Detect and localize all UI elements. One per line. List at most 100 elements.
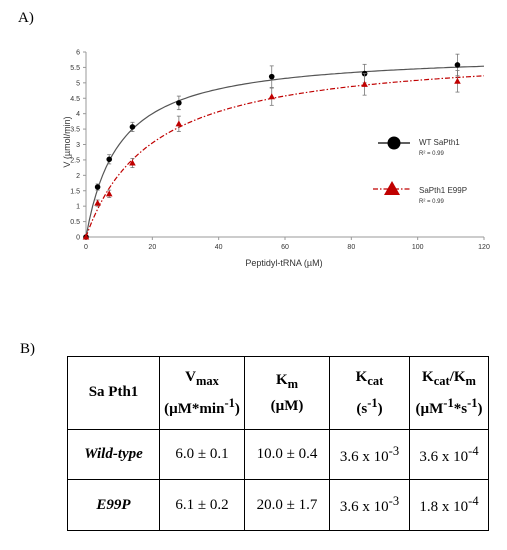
x-tick-label: 100 xyxy=(412,244,424,251)
header-vmax-unit-close: ) xyxy=(234,400,240,417)
series-wt xyxy=(83,53,485,240)
x-tick-label: 120 xyxy=(478,244,490,251)
cell-eff-exp: -4 xyxy=(468,494,479,509)
header-km-unit: (µM) xyxy=(270,397,304,414)
header-kcat-unit-sup: -1 xyxy=(367,395,378,410)
panel-a-label: A) xyxy=(18,10,34,26)
y-tick-label: 2 xyxy=(76,173,80,180)
cell-vmax: 6.0 ± 0.1 xyxy=(159,428,245,481)
table-row-wild-type: Wild-type 6.0 ± 0.1 10.0 ± 0.4 3.6 x 10-… xyxy=(67,428,489,481)
header-kcat-sub: cat xyxy=(367,373,384,388)
data-point xyxy=(454,77,461,84)
x-axis-label: Peptidyl-tRNA (µM) xyxy=(245,258,322,268)
header-eff-unit-sup2: -1 xyxy=(467,395,478,410)
data-point xyxy=(361,80,368,87)
cell-eff-base: 3.6 x 10 xyxy=(419,448,469,465)
y-axis-label: V (µmol/min) xyxy=(62,116,72,167)
header-eff-sub2: m xyxy=(465,373,476,388)
data-point xyxy=(82,233,90,240)
header-vmax: Vmax (µM*min-1) xyxy=(159,356,245,430)
data-point xyxy=(129,159,136,166)
fit-line xyxy=(85,65,485,238)
header-eff-unit: (µM xyxy=(415,400,444,417)
x-tick-label: 60 xyxy=(281,244,289,251)
row-label-wild-type: Wild-type xyxy=(67,428,160,481)
header-eff-sub: cat xyxy=(433,373,450,388)
table-row-e99p: E99P 6.1 ± 0.2 20.0 ± 1.7 3.6 x 10-3 1.8… xyxy=(67,479,489,531)
header-vmax-sub: max xyxy=(195,373,219,388)
series-e99p xyxy=(82,70,485,240)
x-ticks: 0 20 40 60 80 100 120 xyxy=(84,237,490,251)
y-tick-label: 0 xyxy=(76,235,80,242)
header-vmax-main: V xyxy=(185,368,196,385)
header-eff-unit-close: ) xyxy=(477,400,483,417)
y-tick-label: 5 xyxy=(76,80,80,87)
y-tick-label: 4 xyxy=(76,111,80,118)
header-efficiency: Kcat/Km (µM-1*s-1) xyxy=(409,356,489,430)
data-point xyxy=(129,124,136,130)
y-tick-label: 6 xyxy=(76,50,80,57)
cell-kcat: 3.6 x 10-3 xyxy=(329,428,410,481)
data-point xyxy=(175,120,183,127)
kinetics-chart: 0 0.5 1 1.5 2 2.5 3 3.5 4 4.5 5 5.5 6 0 20 40 60 80 100 12… xyxy=(62,50,490,269)
y-tick-label: 3 xyxy=(76,142,80,149)
header-kcat-main: K xyxy=(355,368,368,385)
cell-kcat: 3.6 x 10-3 xyxy=(329,479,410,531)
cell-kcat-base: 3.6 x 10 xyxy=(339,499,389,516)
y-tick-label: 1 xyxy=(76,204,80,211)
header-km: Km (µM) xyxy=(244,356,330,430)
x-tick-label: 80 xyxy=(347,244,355,251)
data-point xyxy=(94,184,101,190)
fit-line xyxy=(85,75,485,238)
y-tick-label: 4.5 xyxy=(70,96,80,103)
legend-r2-wt: R² = 0.99 xyxy=(419,151,445,157)
y-tick-label: 2.5 xyxy=(70,157,80,164)
y-ticks: 0 0.5 1 1.5 2 2.5 3 3.5 4 4.5 5 5.5 6 xyxy=(70,50,86,242)
cell-kcat-base: 3.6 x 10 xyxy=(339,448,389,465)
series-layer xyxy=(82,53,485,240)
cell-km: 10.0 ± 0.4 xyxy=(244,428,330,481)
kinetics-table: Sa Pth1 Vmax (µM*min-1) Km (µM) Kcat (s-… xyxy=(67,356,489,531)
legend-label-e99p: SaPth1 E99P xyxy=(419,186,467,195)
legend-marker-wt xyxy=(387,136,401,150)
data-point xyxy=(105,190,113,197)
y-tick-label: 3.5 xyxy=(70,127,80,134)
header-kcat-unit-close: ) xyxy=(377,400,383,417)
data-point xyxy=(268,73,275,80)
y-tick-label: 5.5 xyxy=(70,65,80,72)
data-point xyxy=(106,156,113,163)
data-point xyxy=(454,62,461,68)
legend-r2-e99p: R² = 0.99 xyxy=(419,199,445,205)
cell-eff-exp: -4 xyxy=(468,443,479,458)
legend-marker-e99p xyxy=(384,181,400,195)
header-eff-main2: /K xyxy=(449,368,466,385)
x-tick-label: 20 xyxy=(148,244,156,251)
cell-kcat-exp: -3 xyxy=(388,443,400,458)
header-eff-main: K xyxy=(422,368,434,385)
header-vmax-unit: (µM*min xyxy=(164,400,225,417)
x-tick-label: 40 xyxy=(215,244,223,251)
header-eff-unit-sup: -1 xyxy=(443,395,454,410)
cell-eff-base: 1.8 x 10 xyxy=(419,499,469,516)
cell-efficiency: 1.8 x 10-4 xyxy=(409,479,489,531)
row-label-e99p: E99P xyxy=(67,479,160,531)
cell-vmax: 6.1 ± 0.2 xyxy=(159,479,245,531)
panel-b-label: B) xyxy=(20,341,35,357)
header-kcat-unit: (s xyxy=(356,400,368,417)
table-corner-cell: Sa Pth1 xyxy=(67,356,160,430)
cell-kcat-exp: -3 xyxy=(388,494,400,509)
header-kcat: Kcat (s-1) xyxy=(329,356,410,430)
data-point xyxy=(176,100,182,106)
data-point xyxy=(94,199,101,206)
legend-label-wt: WT SaPth1 xyxy=(419,138,460,147)
y-tick-label: 1.5 xyxy=(70,188,80,195)
x-tick-label: 0 xyxy=(84,244,88,251)
data-point xyxy=(268,93,276,100)
cell-km: 20.0 ± 1.7 xyxy=(244,479,330,531)
header-eff-unit-mid: *s xyxy=(453,400,468,417)
legend: WT SaPth1 R² = 0.99 SaPth1 E99P R² = 0.99 xyxy=(373,136,467,205)
table-corner-label: Sa Pth1 xyxy=(88,384,139,401)
cell-efficiency: 3.6 x 10-4 xyxy=(409,428,489,481)
y-tick-label: 0.5 xyxy=(70,219,80,226)
table-header-row: Sa Pth1 Vmax (µM*min-1) Km (µM) Kcat (s-… xyxy=(67,356,489,430)
